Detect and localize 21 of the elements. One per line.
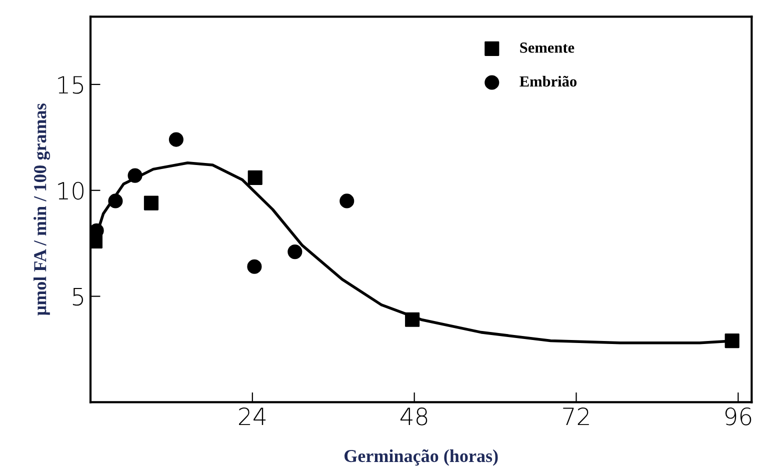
point [248, 170, 262, 185]
x-tick-label: 96 [725, 408, 752, 426]
point [247, 259, 262, 274]
point [288, 244, 302, 260]
x-tick-label: 48 [400, 408, 428, 426]
y-axis-title: µmol FA / min / 100 gramas [34, 104, 50, 316]
y-tick-label: 10 [58, 182, 84, 200]
legend-label: Embrião [520, 76, 577, 87]
point [405, 312, 420, 327]
legend-label: Semente [520, 42, 574, 53]
point [128, 168, 142, 183]
y-tick-label: 5 [72, 288, 84, 306]
point [724, 334, 740, 348]
point [340, 194, 354, 208]
point [108, 194, 123, 208]
x-tick-label: 72 [563, 408, 589, 426]
y-tick-label: 15 [58, 76, 84, 94]
x-tick-label: 24 [239, 408, 266, 426]
point [144, 196, 159, 210]
x-axis-title: Germinação (horas) [344, 449, 498, 466]
point [168, 132, 184, 147]
